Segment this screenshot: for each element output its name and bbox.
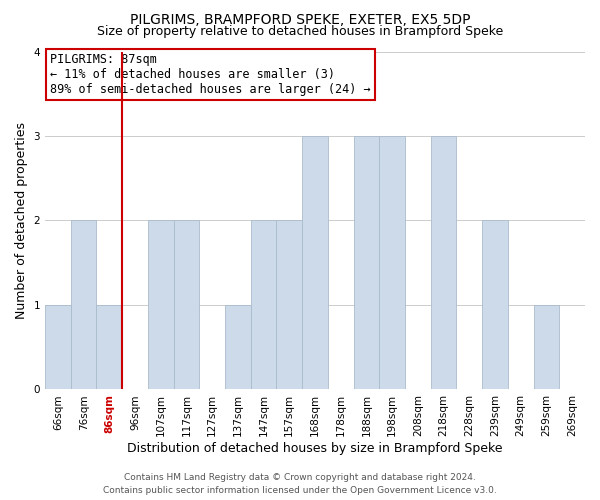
Bar bbox=[277, 220, 302, 390]
Bar bbox=[225, 305, 251, 390]
Bar bbox=[71, 220, 97, 390]
Text: Contains HM Land Registry data © Crown copyright and database right 2024.
Contai: Contains HM Land Registry data © Crown c… bbox=[103, 474, 497, 495]
Y-axis label: Number of detached properties: Number of detached properties bbox=[15, 122, 28, 319]
Bar bbox=[533, 305, 559, 390]
Text: PILGRIMS, BRAMPFORD SPEKE, EXETER, EX5 5DP: PILGRIMS, BRAMPFORD SPEKE, EXETER, EX5 5… bbox=[130, 12, 470, 26]
Text: PILGRIMS: 87sqm
← 11% of detached houses are smaller (3)
89% of semi-detached ho: PILGRIMS: 87sqm ← 11% of detached houses… bbox=[50, 53, 371, 96]
Bar bbox=[97, 305, 122, 390]
Bar bbox=[353, 136, 379, 390]
Bar bbox=[148, 220, 173, 390]
Bar bbox=[251, 220, 277, 390]
X-axis label: Distribution of detached houses by size in Brampford Speke: Distribution of detached houses by size … bbox=[127, 442, 503, 455]
Bar bbox=[45, 305, 71, 390]
Bar bbox=[302, 136, 328, 390]
Text: Size of property relative to detached houses in Brampford Speke: Size of property relative to detached ho… bbox=[97, 25, 503, 38]
Bar bbox=[379, 136, 405, 390]
Bar bbox=[431, 136, 457, 390]
Bar bbox=[173, 220, 199, 390]
Bar bbox=[482, 220, 508, 390]
